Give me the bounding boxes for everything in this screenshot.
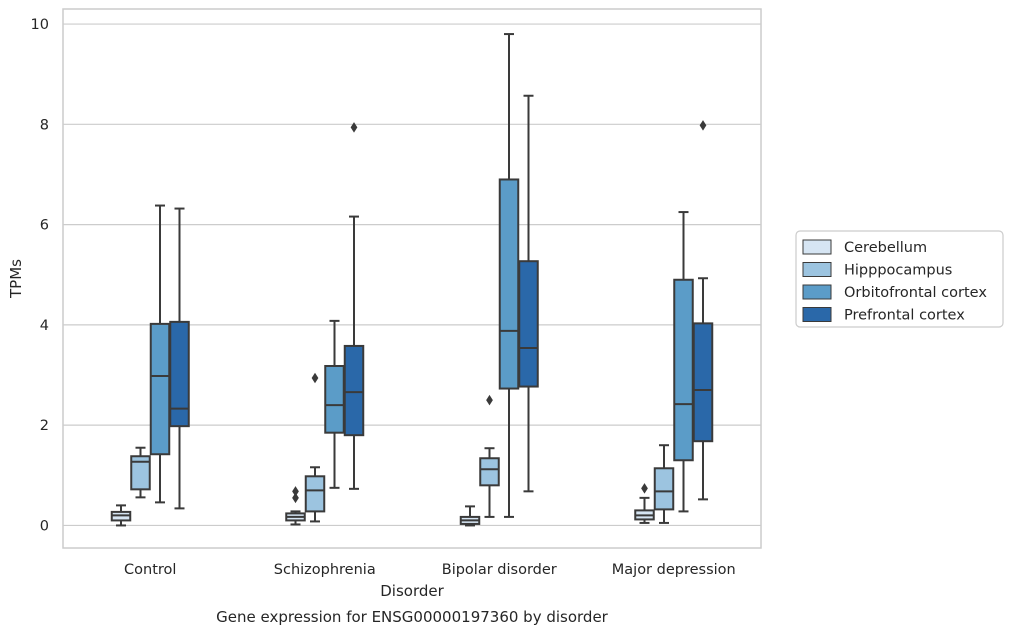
- x-tick-labels: Control Schizophrenia Bipolar disorder Majo…: [124, 562, 736, 578]
- box: [343, 344, 365, 437]
- y-tick-label: 0: [40, 518, 49, 534]
- box-group: [324, 319, 345, 489]
- chart-title: Gene expression for ENSG00000197360 by d…: [216, 608, 609, 626]
- box-group: [149, 204, 171, 504]
- box-group: [110, 504, 132, 527]
- y-tick-labels: 0 2 4 6 8 10: [31, 17, 49, 534]
- x-axis-title: Disorder: [380, 582, 444, 600]
- box-group: [285, 486, 306, 526]
- outlier-point: [292, 492, 299, 504]
- box-group: [479, 394, 500, 518]
- box: [498, 178, 520, 390]
- box: [324, 364, 345, 434]
- plot-frame: [62, 8, 762, 549]
- y-tick-label: 10: [31, 17, 49, 33]
- box-group: [673, 211, 694, 513]
- legend-swatch: [802, 239, 832, 255]
- x-tick-label: Major depression: [612, 562, 736, 578]
- x-tick-label: Schizophrenia: [274, 562, 376, 578]
- box: [130, 455, 151, 491]
- outlier-point: [311, 372, 319, 384]
- box-group: [304, 372, 326, 523]
- box-group: [498, 33, 520, 518]
- box: [653, 467, 675, 511]
- box: [149, 322, 171, 456]
- box: [692, 322, 714, 443]
- y-tick-label: 8: [40, 117, 49, 133]
- legend-swatch: [802, 307, 832, 322]
- y-tick-label: 4: [40, 318, 49, 334]
- legend: Cerebellum Hipppocampus Orbitofrontal cort…: [795, 230, 1004, 328]
- legend-box: [795, 230, 1004, 328]
- box-group: [634, 483, 655, 524]
- outlier-point: [350, 122, 358, 133]
- box-group: [169, 207, 190, 510]
- y-axis-title: TPMs: [7, 259, 25, 299]
- outlier-point: [699, 120, 707, 131]
- box-group: [518, 94, 539, 493]
- outlier-point: [292, 486, 299, 497]
- box: [673, 278, 694, 462]
- x-tick-label: Control: [124, 562, 176, 578]
- box: [169, 320, 190, 428]
- box-group: [459, 505, 481, 527]
- legend-label: Hipppocampus: [844, 263, 952, 279]
- legend-swatch: [802, 284, 832, 300]
- legend-swatch: [802, 262, 832, 277]
- outlier-point: [486, 394, 493, 406]
- outlier-point: [641, 483, 648, 494]
- box-groups: [110, 33, 714, 527]
- box-group: [653, 444, 675, 524]
- y-tick-label: 6: [40, 218, 49, 234]
- box: [304, 475, 326, 513]
- box-group: [692, 120, 714, 501]
- legend-label: Cerebellum: [844, 240, 927, 256]
- legend-label: Prefrontal cortex: [844, 308, 965, 324]
- legend-label: Orbitofrontal cortex: [844, 285, 987, 301]
- box: [479, 457, 500, 487]
- box-group: [130, 446, 151, 499]
- box: [518, 260, 539, 388]
- x-tick-label: Bipolar disorder: [442, 562, 557, 578]
- box-group: [343, 122, 365, 490]
- y-tick-label: 2: [40, 418, 49, 434]
